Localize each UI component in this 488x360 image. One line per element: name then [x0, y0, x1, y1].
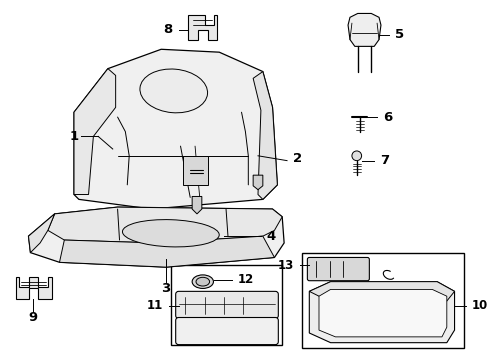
- Bar: [301, 253, 463, 347]
- Circle shape: [351, 151, 361, 161]
- Polygon shape: [192, 197, 202, 214]
- Polygon shape: [48, 207, 282, 243]
- Text: 2: 2: [292, 152, 302, 165]
- Ellipse shape: [192, 275, 213, 288]
- Text: 3: 3: [161, 282, 170, 295]
- Circle shape: [403, 296, 408, 301]
- FancyBboxPatch shape: [175, 291, 278, 319]
- Text: 8: 8: [163, 23, 172, 36]
- Polygon shape: [74, 69, 116, 194]
- Polygon shape: [318, 289, 446, 337]
- Ellipse shape: [122, 220, 219, 247]
- Text: 10: 10: [471, 300, 487, 312]
- Polygon shape: [309, 282, 454, 343]
- Polygon shape: [347, 13, 380, 46]
- Polygon shape: [188, 15, 217, 40]
- Circle shape: [406, 314, 409, 318]
- Text: 13: 13: [277, 259, 293, 272]
- FancyBboxPatch shape: [175, 318, 278, 345]
- Polygon shape: [60, 236, 274, 267]
- Bar: [191, 174, 203, 182]
- Polygon shape: [16, 277, 52, 299]
- Bar: [170, 265, 282, 345]
- Text: 9: 9: [29, 311, 38, 324]
- Polygon shape: [28, 207, 284, 267]
- Polygon shape: [309, 282, 454, 301]
- Polygon shape: [253, 175, 262, 190]
- Text: 1: 1: [69, 130, 79, 143]
- Text: 5: 5: [394, 28, 403, 41]
- Ellipse shape: [140, 69, 207, 113]
- Text: 11: 11: [146, 300, 163, 312]
- Text: 6: 6: [382, 111, 391, 123]
- Text: 7: 7: [379, 154, 388, 167]
- Polygon shape: [183, 156, 207, 185]
- Polygon shape: [381, 287, 392, 296]
- Polygon shape: [28, 214, 55, 253]
- FancyBboxPatch shape: [307, 257, 368, 281]
- Text: 12: 12: [237, 273, 253, 286]
- Text: 4: 4: [266, 230, 275, 243]
- Ellipse shape: [196, 277, 209, 286]
- Polygon shape: [74, 49, 277, 209]
- Polygon shape: [253, 72, 277, 199]
